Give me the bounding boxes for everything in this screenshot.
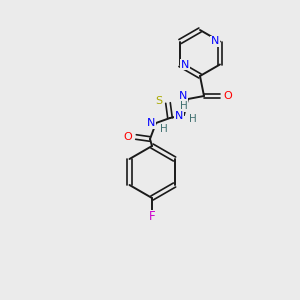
- Text: N: N: [211, 37, 219, 46]
- Text: N: N: [147, 118, 155, 128]
- Text: H: H: [160, 124, 168, 134]
- Text: S: S: [155, 96, 163, 106]
- Text: H: H: [180, 101, 188, 111]
- Text: H: H: [189, 114, 197, 124]
- Text: N: N: [179, 91, 187, 101]
- Text: N: N: [175, 111, 183, 121]
- Text: N: N: [181, 59, 189, 70]
- Text: O: O: [224, 91, 232, 101]
- Text: F: F: [149, 211, 155, 224]
- Text: O: O: [124, 132, 132, 142]
